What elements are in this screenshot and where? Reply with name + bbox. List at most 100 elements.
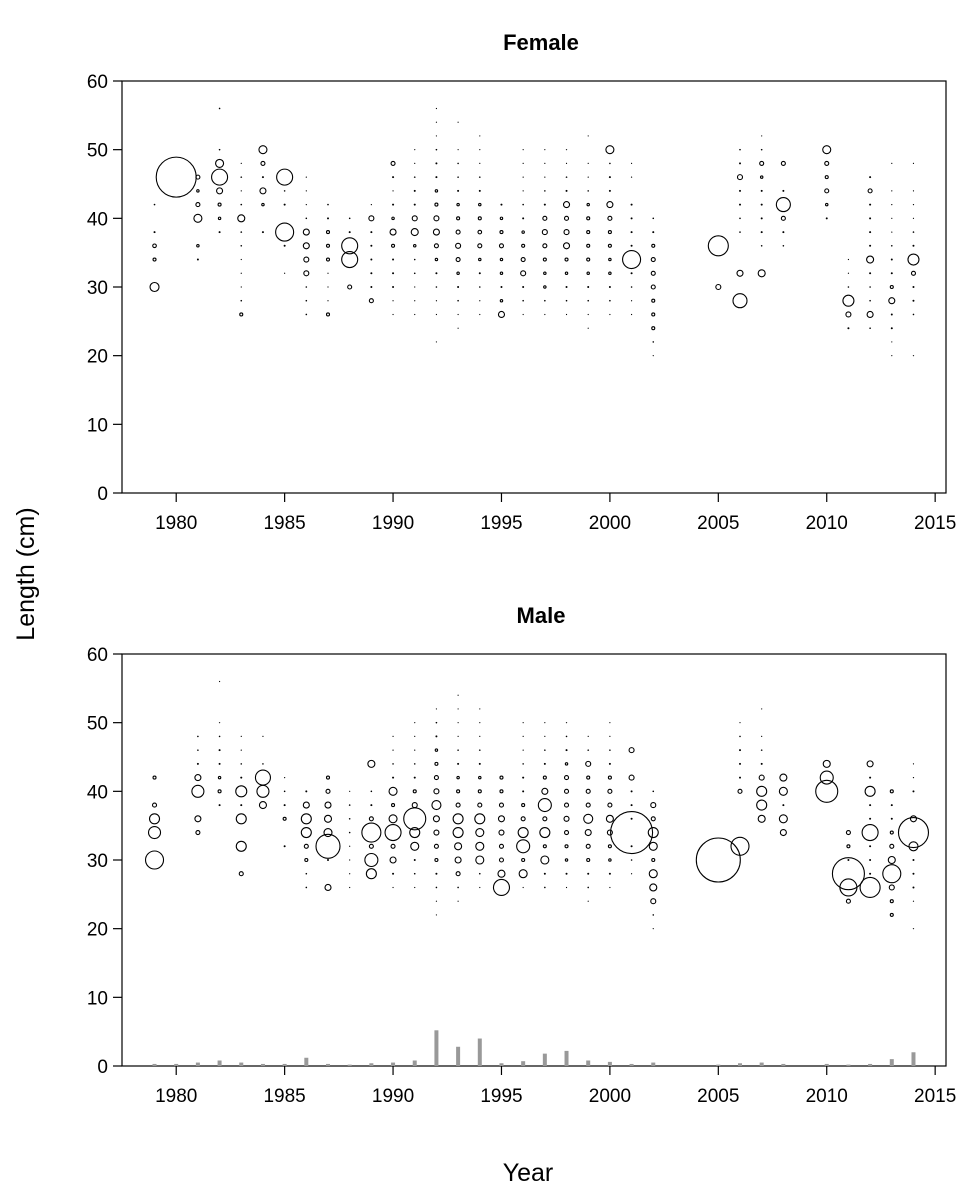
male-bubble [739, 735, 741, 738]
male-bubble [630, 873, 633, 875]
male-bubble [435, 900, 438, 902]
male-x-tick-label: 1985 [263, 1086, 305, 1107]
female-bubble [433, 215, 440, 222]
male-bubble [587, 872, 590, 875]
female-bubble [869, 231, 872, 234]
female-bubble [606, 201, 614, 209]
female-bubble [780, 160, 786, 166]
male-bubble [254, 769, 271, 786]
female-bubble [195, 202, 201, 208]
male-bubble [194, 815, 202, 823]
male-bubble [652, 914, 655, 916]
male-bubble [869, 776, 872, 779]
male-bubble [457, 762, 460, 765]
female-bubble [455, 242, 462, 249]
male-bubble [537, 798, 552, 813]
female-bubble [392, 258, 395, 261]
male-bubble [543, 762, 546, 765]
male-bubble [433, 775, 439, 781]
male-bubble [761, 708, 763, 710]
male-bubble [303, 843, 309, 849]
female-bubble [630, 203, 633, 206]
female-bubble [414, 286, 416, 288]
male-bubble [563, 788, 570, 794]
female-bubble [302, 228, 310, 236]
female-bubble [544, 176, 546, 178]
male-bubble [649, 883, 658, 892]
male-bubble [564, 858, 569, 862]
male-bubble [609, 722, 611, 724]
female-bubble [736, 174, 744, 181]
female-bubble [912, 217, 915, 219]
female-bubble [370, 272, 373, 275]
male-bubble [864, 785, 876, 797]
female-bubble [867, 188, 873, 194]
female-bubble [565, 162, 568, 164]
male-bubble [300, 826, 312, 839]
female-x-axis: 1980 1985 1990 1995 2000 2005 2010 2015 [155, 493, 956, 534]
male-bubble [585, 760, 592, 767]
male-bubble [349, 859, 351, 861]
female-bubble [565, 313, 568, 316]
female-bubble [760, 189, 763, 192]
male-bubble [498, 843, 505, 849]
male-bubble [457, 886, 459, 889]
female-bubble [327, 203, 329, 206]
male-bubble [364, 852, 379, 868]
male-bubble [240, 735, 242, 738]
female-bubble [889, 284, 894, 290]
male-bubble [912, 790, 915, 793]
male-bubble [869, 859, 872, 861]
female-bubble [305, 204, 307, 206]
male-bubble [349, 886, 351, 889]
female-x-tick-label: 1980 [155, 513, 197, 534]
male-bubble [499, 775, 504, 780]
male-bubble [608, 858, 612, 862]
male-bubble [648, 869, 658, 879]
female-bubble [240, 272, 242, 274]
male-bubble [779, 773, 788, 782]
female-bubble [258, 145, 268, 155]
male-bubble [565, 749, 568, 752]
male-bubble [323, 814, 333, 823]
male-bubble [240, 763, 243, 765]
male-bubble [477, 802, 483, 808]
female-bubble [563, 215, 570, 221]
male-bubble [522, 735, 524, 738]
female-bubble [500, 286, 503, 288]
female-bubble [739, 231, 741, 233]
male-bubble [607, 844, 612, 849]
female-bubble [457, 149, 459, 151]
female-bubble [757, 269, 766, 278]
female-bubble [847, 286, 850, 288]
male-bubble [218, 804, 221, 807]
male-bubble [434, 761, 439, 766]
male-bubble [859, 876, 881, 899]
female-bubble [739, 162, 741, 165]
female-bubble [890, 245, 893, 247]
female-bubble [824, 202, 829, 207]
male-bubble [414, 886, 416, 889]
female-bubble [761, 135, 763, 137]
male-bubble [565, 886, 568, 889]
female-bubble [522, 203, 524, 206]
female-bubble [521, 243, 526, 248]
female-bubble [760, 217, 763, 220]
male-bubble [778, 786, 788, 796]
male-bubble [757, 814, 766, 823]
male-bubble [235, 813, 247, 825]
female-bubble [413, 176, 416, 178]
male-bubble [327, 859, 329, 861]
female-bubble [392, 203, 395, 206]
female-bubble [283, 203, 286, 206]
male-bubble [587, 749, 590, 751]
female-bubble [869, 272, 872, 275]
male-bubble [730, 836, 750, 856]
female-bubble [564, 257, 569, 262]
male-bubble [478, 872, 481, 875]
female-bubble [760, 148, 763, 151]
female-bubble [456, 202, 460, 207]
male-bubble [890, 804, 893, 807]
female-bubble [605, 145, 615, 155]
female-bubble [652, 341, 655, 343]
